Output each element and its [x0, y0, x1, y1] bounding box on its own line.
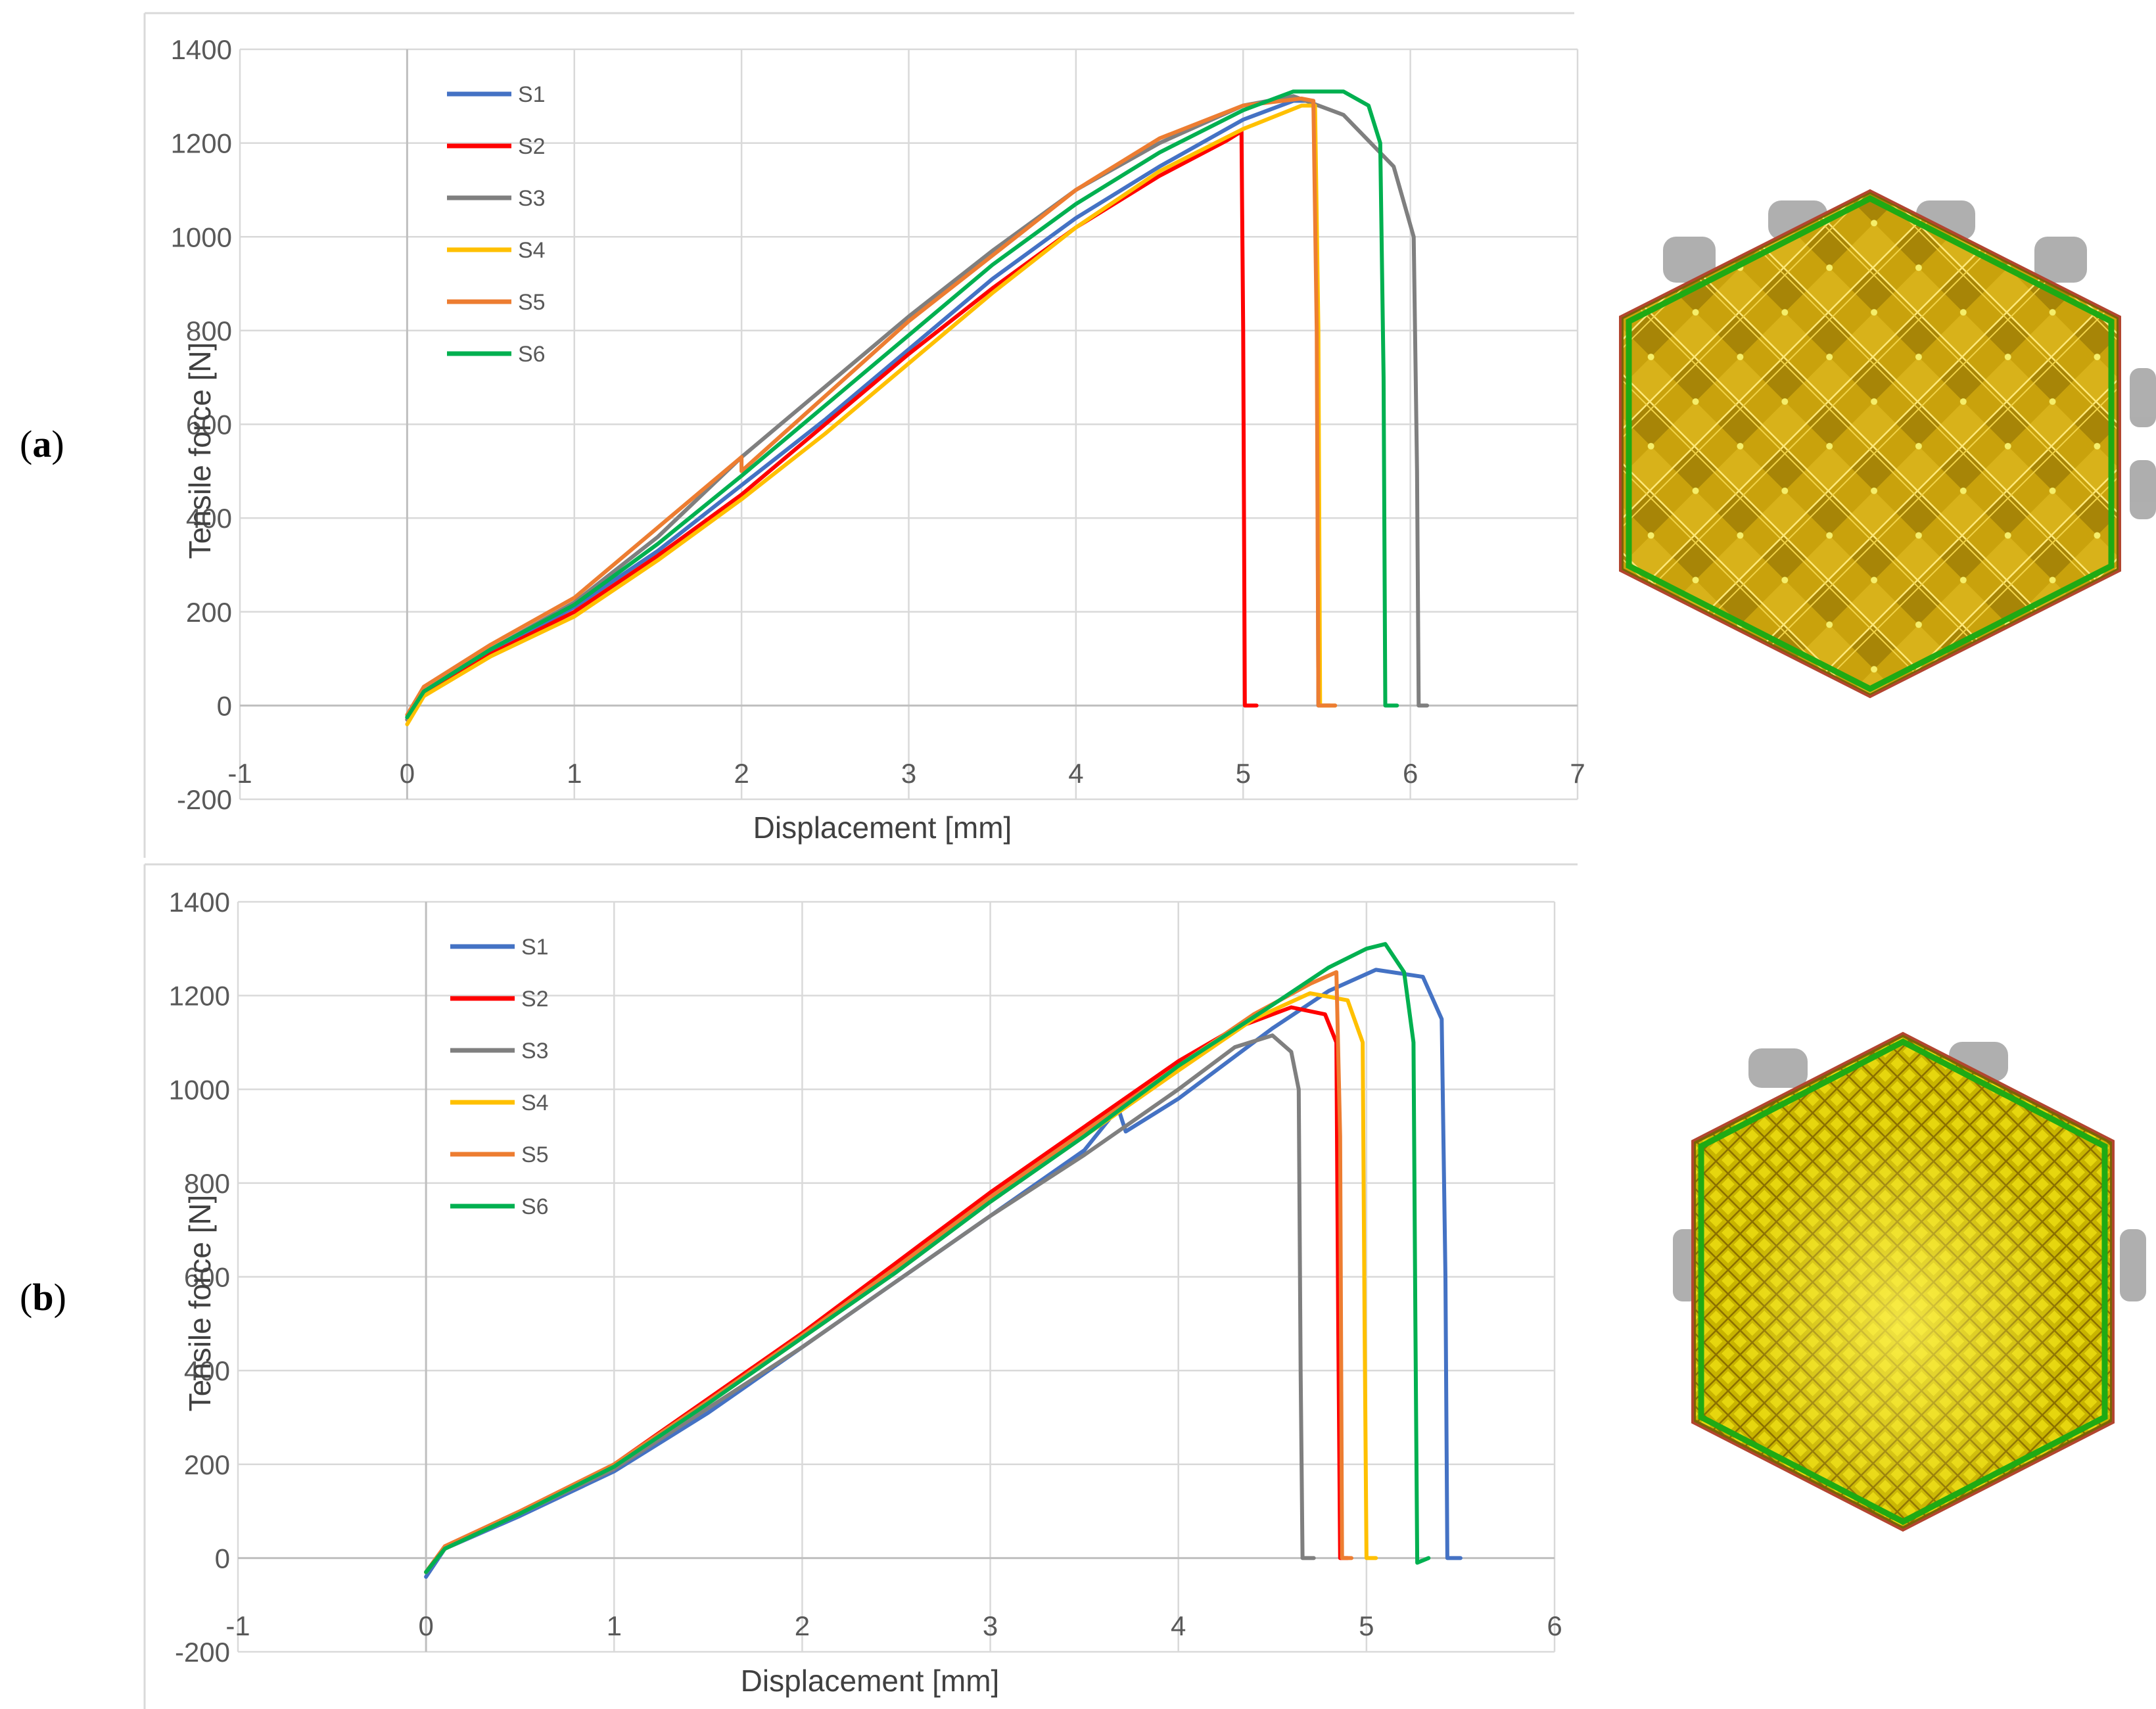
- x-tick-label: 4: [1171, 1610, 1186, 1641]
- series-line-s2: [405, 129, 1259, 722]
- y-tick-label: 1000: [169, 1074, 230, 1105]
- y-tick-label: 600: [186, 410, 232, 440]
- chart-b: -1 0 1 2 3 4 5 6 -200 0 200 400 600 800 1000 1200 1400 Di…: [169, 887, 1562, 1698]
- y-tick-label: 800: [184, 1168, 230, 1199]
- x-tick-label: 5: [1359, 1610, 1374, 1641]
- legend-label-s5: S5: [518, 290, 546, 315]
- y-tick-label: 600: [184, 1262, 230, 1293]
- x-tick-label: 5: [1236, 758, 1251, 789]
- series-line-s5: [405, 96, 1338, 717]
- specimen-render-b: [1673, 1031, 2146, 1532]
- legend-label-s1: S1: [518, 82, 546, 107]
- y-tick-label: 1400: [171, 34, 232, 65]
- series-line-s4: [405, 103, 1338, 726]
- x-tick-label: 7: [1570, 758, 1585, 789]
- x-tick-label: 6: [1403, 758, 1418, 789]
- y-tick-label: -200: [175, 1637, 230, 1668]
- specimen-render-a: [1619, 189, 2156, 699]
- x-tick-label: 1: [607, 1610, 622, 1641]
- x-tick-label: 1: [567, 758, 582, 789]
- x-axis-title: Displacement [mm]: [753, 810, 1012, 845]
- legend-label-s1: S1: [521, 935, 549, 960]
- x-tick-label: 3: [901, 758, 916, 789]
- series-line-s1: [424, 968, 1463, 1579]
- legend-label-s5: S5: [521, 1142, 549, 1167]
- x-tick-label: 4: [1068, 758, 1083, 789]
- y-tick-label: -200: [177, 784, 232, 815]
- series-line-s6: [424, 942, 1431, 1574]
- y-axis-title: Tensile force [N]: [183, 342, 217, 559]
- legend-label-s3: S3: [518, 186, 546, 211]
- y-tick-label: 0: [215, 1543, 230, 1574]
- legend-label-s3: S3: [521, 1039, 549, 1064]
- x-tick-label: -1: [225, 1610, 250, 1641]
- series-line-s3: [405, 94, 1430, 722]
- y-tick-label: 1000: [171, 222, 232, 252]
- x-tick-label: 0: [400, 758, 415, 789]
- x-tick-label: 3: [983, 1610, 998, 1641]
- y-axis-title: Tensile force [N]: [183, 1195, 217, 1412]
- series-line-s6: [405, 89, 1399, 720]
- y-tick-label: 800: [186, 316, 232, 346]
- y-tick-label: 200: [186, 597, 232, 628]
- panel-b-label: (b): [20, 1276, 66, 1319]
- y-tick-label: 400: [184, 1355, 230, 1386]
- x-tick-label: 0: [418, 1610, 433, 1641]
- series-line-s5: [424, 970, 1353, 1574]
- chart-a: -1 0 1 2 3 4 5 6 7 -200 0 200 400 600 800 1000 1200 1400 D…: [171, 34, 1585, 845]
- legend-label-s2: S2: [518, 134, 546, 159]
- y-tick-label: 1400: [169, 887, 230, 918]
- y-tick-label: 1200: [171, 128, 232, 159]
- legend-label-s6: S6: [521, 1194, 549, 1219]
- x-tick-label: 2: [734, 758, 749, 789]
- y-tick-label: 400: [186, 503, 232, 534]
- x-tick-label: -1: [227, 758, 252, 789]
- x-axis-title: Displacement [mm]: [741, 1664, 1000, 1698]
- panel-a-label: (a): [20, 423, 64, 465]
- y-tick-label: 200: [184, 1449, 230, 1480]
- y-tick-label: 1200: [169, 981, 230, 1012]
- legend-label-s6: S6: [518, 342, 546, 367]
- y-tick-label: 0: [217, 690, 232, 721]
- legend-label-s2: S2: [521, 987, 549, 1012]
- x-tick-label: 6: [1547, 1610, 1562, 1641]
- legend-label-s4: S4: [521, 1090, 549, 1115]
- legend-label-s4: S4: [518, 238, 546, 263]
- x-tick-label: 2: [795, 1610, 810, 1641]
